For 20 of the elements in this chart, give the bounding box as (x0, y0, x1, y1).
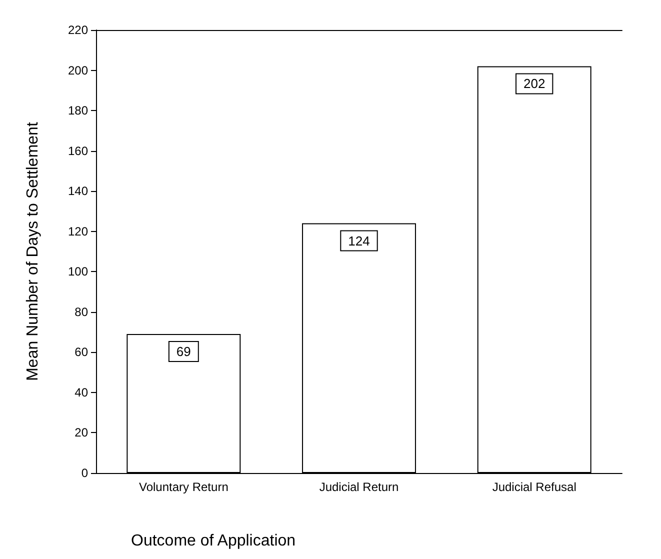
y-tick-label: 20 (74, 426, 88, 440)
y-tick-label: 200 (68, 63, 88, 78)
y-tick-label: 120 (68, 224, 88, 238)
y-tick-label: 140 (68, 184, 88, 198)
data-label: 69 (176, 344, 191, 360)
x-tick-label: Judicial Refusal (492, 480, 576, 494)
y-tick-label: 180 (68, 104, 88, 118)
y-tick-label: 60 (74, 345, 88, 360)
y-tick-label: 80 (74, 304, 88, 319)
y-tick-label: 100 (68, 264, 88, 279)
x-tick-label: Voluntary Return (138, 480, 228, 494)
x-axis-title: Outcome of Application (131, 532, 296, 550)
data-label: 124 (348, 233, 370, 248)
y-tick-label: 160 (68, 144, 88, 158)
y-tick-label: 220 (68, 23, 88, 37)
y-tick-label: 0 (81, 466, 88, 480)
y-tick-label: 40 (74, 385, 88, 400)
data-label: 202 (523, 76, 546, 92)
x-tick-label: Judicial Return (319, 480, 399, 494)
y-axis-title: Mean Number of Days to Settlement (24, 122, 42, 381)
